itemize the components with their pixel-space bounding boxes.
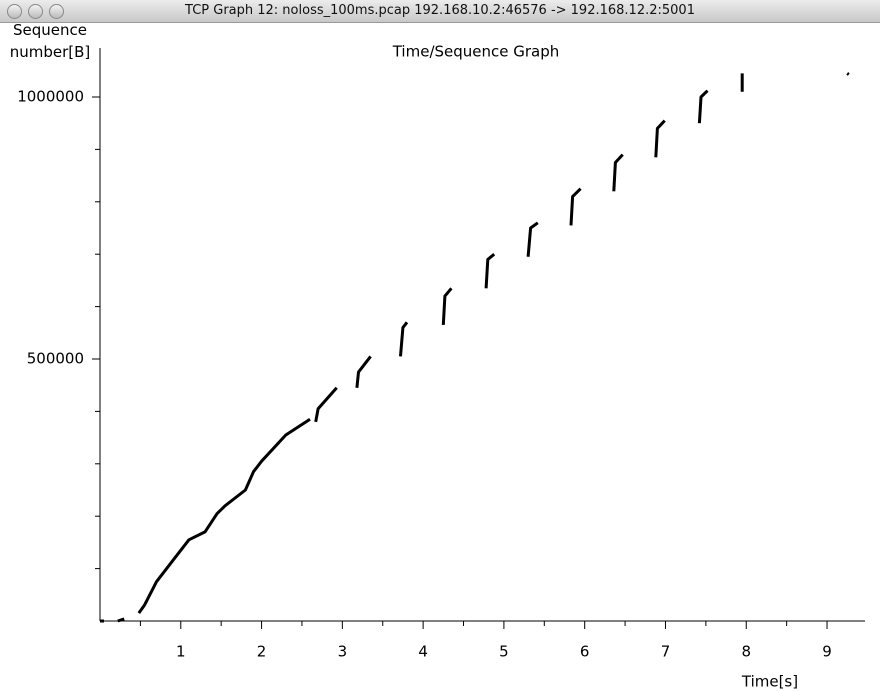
x-tick-label: 8 — [741, 643, 751, 661]
x-tick-label: 5 — [499, 643, 509, 661]
x-tick-label: 2 — [257, 643, 267, 661]
x-tick-label: 1 — [176, 643, 186, 661]
window-title: TCP Graph 12: noloss_100ms.pcap 192.168.… — [185, 3, 695, 18]
x-tick-label: 6 — [580, 643, 590, 661]
minimize-button[interactable] — [28, 4, 43, 19]
x-tick-label: 4 — [418, 643, 428, 661]
x-tick-label: 9 — [822, 643, 832, 661]
y-axis-label: Sequence number[B] — [9, 21, 91, 61]
x-tick-label: 3 — [338, 643, 348, 661]
chart-title: Time/Sequence Graph — [392, 43, 560, 61]
x-tick-label: 7 — [661, 643, 671, 661]
title-bar: TCP Graph 12: noloss_100ms.pcap 192.168.… — [0, 0, 880, 23]
y-tick-label: 500000 — [27, 349, 84, 367]
zoom-button[interactable] — [49, 4, 64, 19]
sequence-line — [100, 72, 850, 623]
close-button[interactable] — [7, 4, 22, 19]
y-tick-label: 1000000 — [17, 87, 84, 105]
x-axis-label: Time[s] — [741, 673, 798, 691]
